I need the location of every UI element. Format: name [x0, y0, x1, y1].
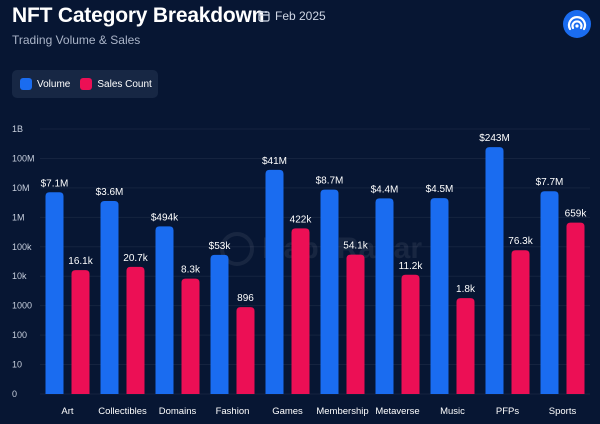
bar-volume-membership [320, 189, 339, 394]
y-tick-label-2: 100 [12, 330, 27, 340]
y-tick-label-5: 100k [12, 242, 32, 252]
dappradar-logo-icon [563, 10, 591, 38]
bar-volume-fashion [210, 254, 229, 394]
bar-volume-games [265, 169, 284, 394]
data-label-volume-sports: $7.7M [536, 177, 564, 188]
legend-item-sales-count[interactable]: Sales Count [80, 78, 152, 90]
y-tick-label-9: 1B [12, 124, 23, 134]
legend-swatch-sales-count [80, 78, 93, 90]
data-label-sales-count-metaverse: 11.2k [399, 261, 424, 272]
bar-volume-music [430, 198, 449, 394]
y-tick-label-0: 0 [12, 389, 17, 399]
x-tick-label-domains: Domains [159, 406, 197, 417]
bar-sales-count-domains [181, 278, 200, 394]
y-tick-label-1: 10 [12, 360, 22, 370]
data-label-volume-collectibles: $3.6M [96, 187, 124, 198]
y-tick-label-6: 1M [12, 212, 25, 222]
bar-sales-count-fashion [236, 307, 255, 394]
bar-volume-metaverse [375, 198, 394, 394]
bar-volume-sports [540, 191, 559, 394]
y-tick-label-4: 10k [12, 271, 27, 281]
legend-item-volume[interactable]: Volume [20, 78, 70, 90]
x-tick-label-collectibles: Collectibles [98, 406, 147, 417]
bar-volume-collectibles [100, 200, 119, 394]
x-tick-label-fashion: Fashion [216, 406, 250, 417]
data-label-volume-pfps: $243M [479, 133, 510, 144]
date-label: Feb 2025 [258, 9, 326, 23]
bar-sales-count-pfps [511, 250, 530, 394]
data-label-volume-games: $41M [262, 156, 287, 167]
bar-sales-count-membership [346, 254, 365, 394]
legend-swatch-volume [20, 78, 32, 90]
data-label-volume-art: $7.1M [41, 178, 69, 189]
y-tick-label-8: 100M [12, 153, 35, 163]
watermark-logo-icon [220, 232, 254, 266]
y-tick-label-3: 1000 [12, 301, 32, 311]
data-label-sales-count-fashion: 896 [237, 293, 254, 304]
bar-sales-count-art [71, 270, 90, 394]
bar-sales-count-music [456, 298, 475, 394]
data-label-sales-count-music: 1.8k [456, 284, 476, 295]
bar-volume-pfps [485, 147, 504, 394]
data-label-sales-count-art: 16.1k [68, 256, 93, 267]
x-tick-label-games: Games [272, 406, 303, 417]
legend-label-volume: Volume [37, 78, 71, 90]
chart-subtitle: Trading Volume & Sales [12, 33, 141, 47]
watermark-text: DappRadar [262, 232, 423, 265]
data-label-volume-membership: $8.7M [316, 176, 344, 187]
data-label-volume-music: $4.5M [426, 184, 454, 195]
date-text: Feb 2025 [275, 9, 326, 23]
bar-volume-domains [155, 226, 174, 394]
x-tick-label-art: Art [61, 406, 74, 417]
data-label-volume-fashion: $53k [209, 241, 232, 252]
x-tick-label-sports: Sports [549, 406, 577, 417]
data-label-sales-count-collectibles: 20.7k [123, 253, 148, 264]
data-label-volume-domains: $494k [151, 212, 179, 223]
x-tick-label-membership: Membership [316, 406, 368, 417]
data-label-sales-count-membership: 54.1k [343, 241, 368, 252]
bar-sales-count-collectibles [126, 266, 145, 394]
y-tick-label-7: 10M [12, 183, 30, 193]
data-label-sales-count-games: 422k [290, 214, 313, 225]
chart-title: NFT Category Breakdown [12, 4, 265, 27]
bar-sales-count-metaverse [401, 274, 420, 394]
bar-sales-count-games [291, 228, 310, 394]
x-tick-label-metaverse: Metaverse [375, 406, 419, 417]
bar-sales-count-sports [566, 222, 585, 394]
dappradar-watermark: DappRadar [220, 232, 422, 266]
data-label-sales-count-pfps: 76.3k [508, 236, 533, 247]
data-label-volume-metaverse: $4.4M [371, 184, 399, 195]
bar-volume-art [45, 192, 64, 394]
x-tick-label-music: Music [440, 406, 465, 417]
x-tick-label-pfps: PFPs [496, 406, 519, 417]
legend-label-sales-count: Sales Count [97, 78, 152, 90]
data-label-sales-count-sports: 659k [565, 209, 588, 220]
data-label-sales-count-domains: 8.3k [181, 265, 201, 276]
calendar-icon [258, 11, 270, 22]
chart-legend: Volume Sales Count [12, 70, 158, 98]
